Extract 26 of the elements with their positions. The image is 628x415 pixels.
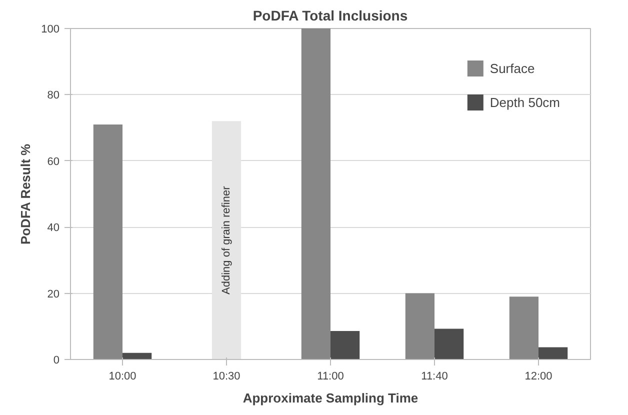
bar — [434, 328, 464, 360]
y-tick-label: 20 — [47, 288, 60, 300]
y-tick-label: 60 — [47, 156, 60, 168]
y-tick-label: 40 — [47, 222, 60, 234]
bar — [509, 296, 538, 360]
x-tick-label: 10:00 — [108, 370, 136, 382]
legend-label: Depth 50cm — [490, 94, 560, 110]
x-tick-label: 12:00 — [524, 370, 552, 382]
x-tick-label: 11:00 — [317, 370, 344, 382]
bar — [93, 124, 122, 360]
bar — [301, 28, 330, 360]
bar — [330, 331, 360, 360]
y-tick-label: 0 — [53, 354, 60, 366]
x-tick-label: 10:30 — [212, 370, 240, 382]
bar — [212, 121, 242, 360]
bar — [405, 293, 434, 360]
y-tick-label: 80 — [47, 90, 60, 102]
bar — [122, 352, 152, 360]
bar — [538, 347, 568, 360]
y-tick-label: 100 — [41, 24, 60, 36]
chart-title: PoDFA Total Inclusions — [252, 8, 408, 24]
annotation: Adding of grain refiner — [220, 186, 232, 294]
x-axis-title: Approximate Sampling Time — [242, 390, 418, 406]
y-axis-title: PoDFA Result % — [18, 143, 34, 245]
x-tick-label: 11:40 — [421, 370, 448, 382]
legend-label: Surface — [490, 60, 535, 76]
